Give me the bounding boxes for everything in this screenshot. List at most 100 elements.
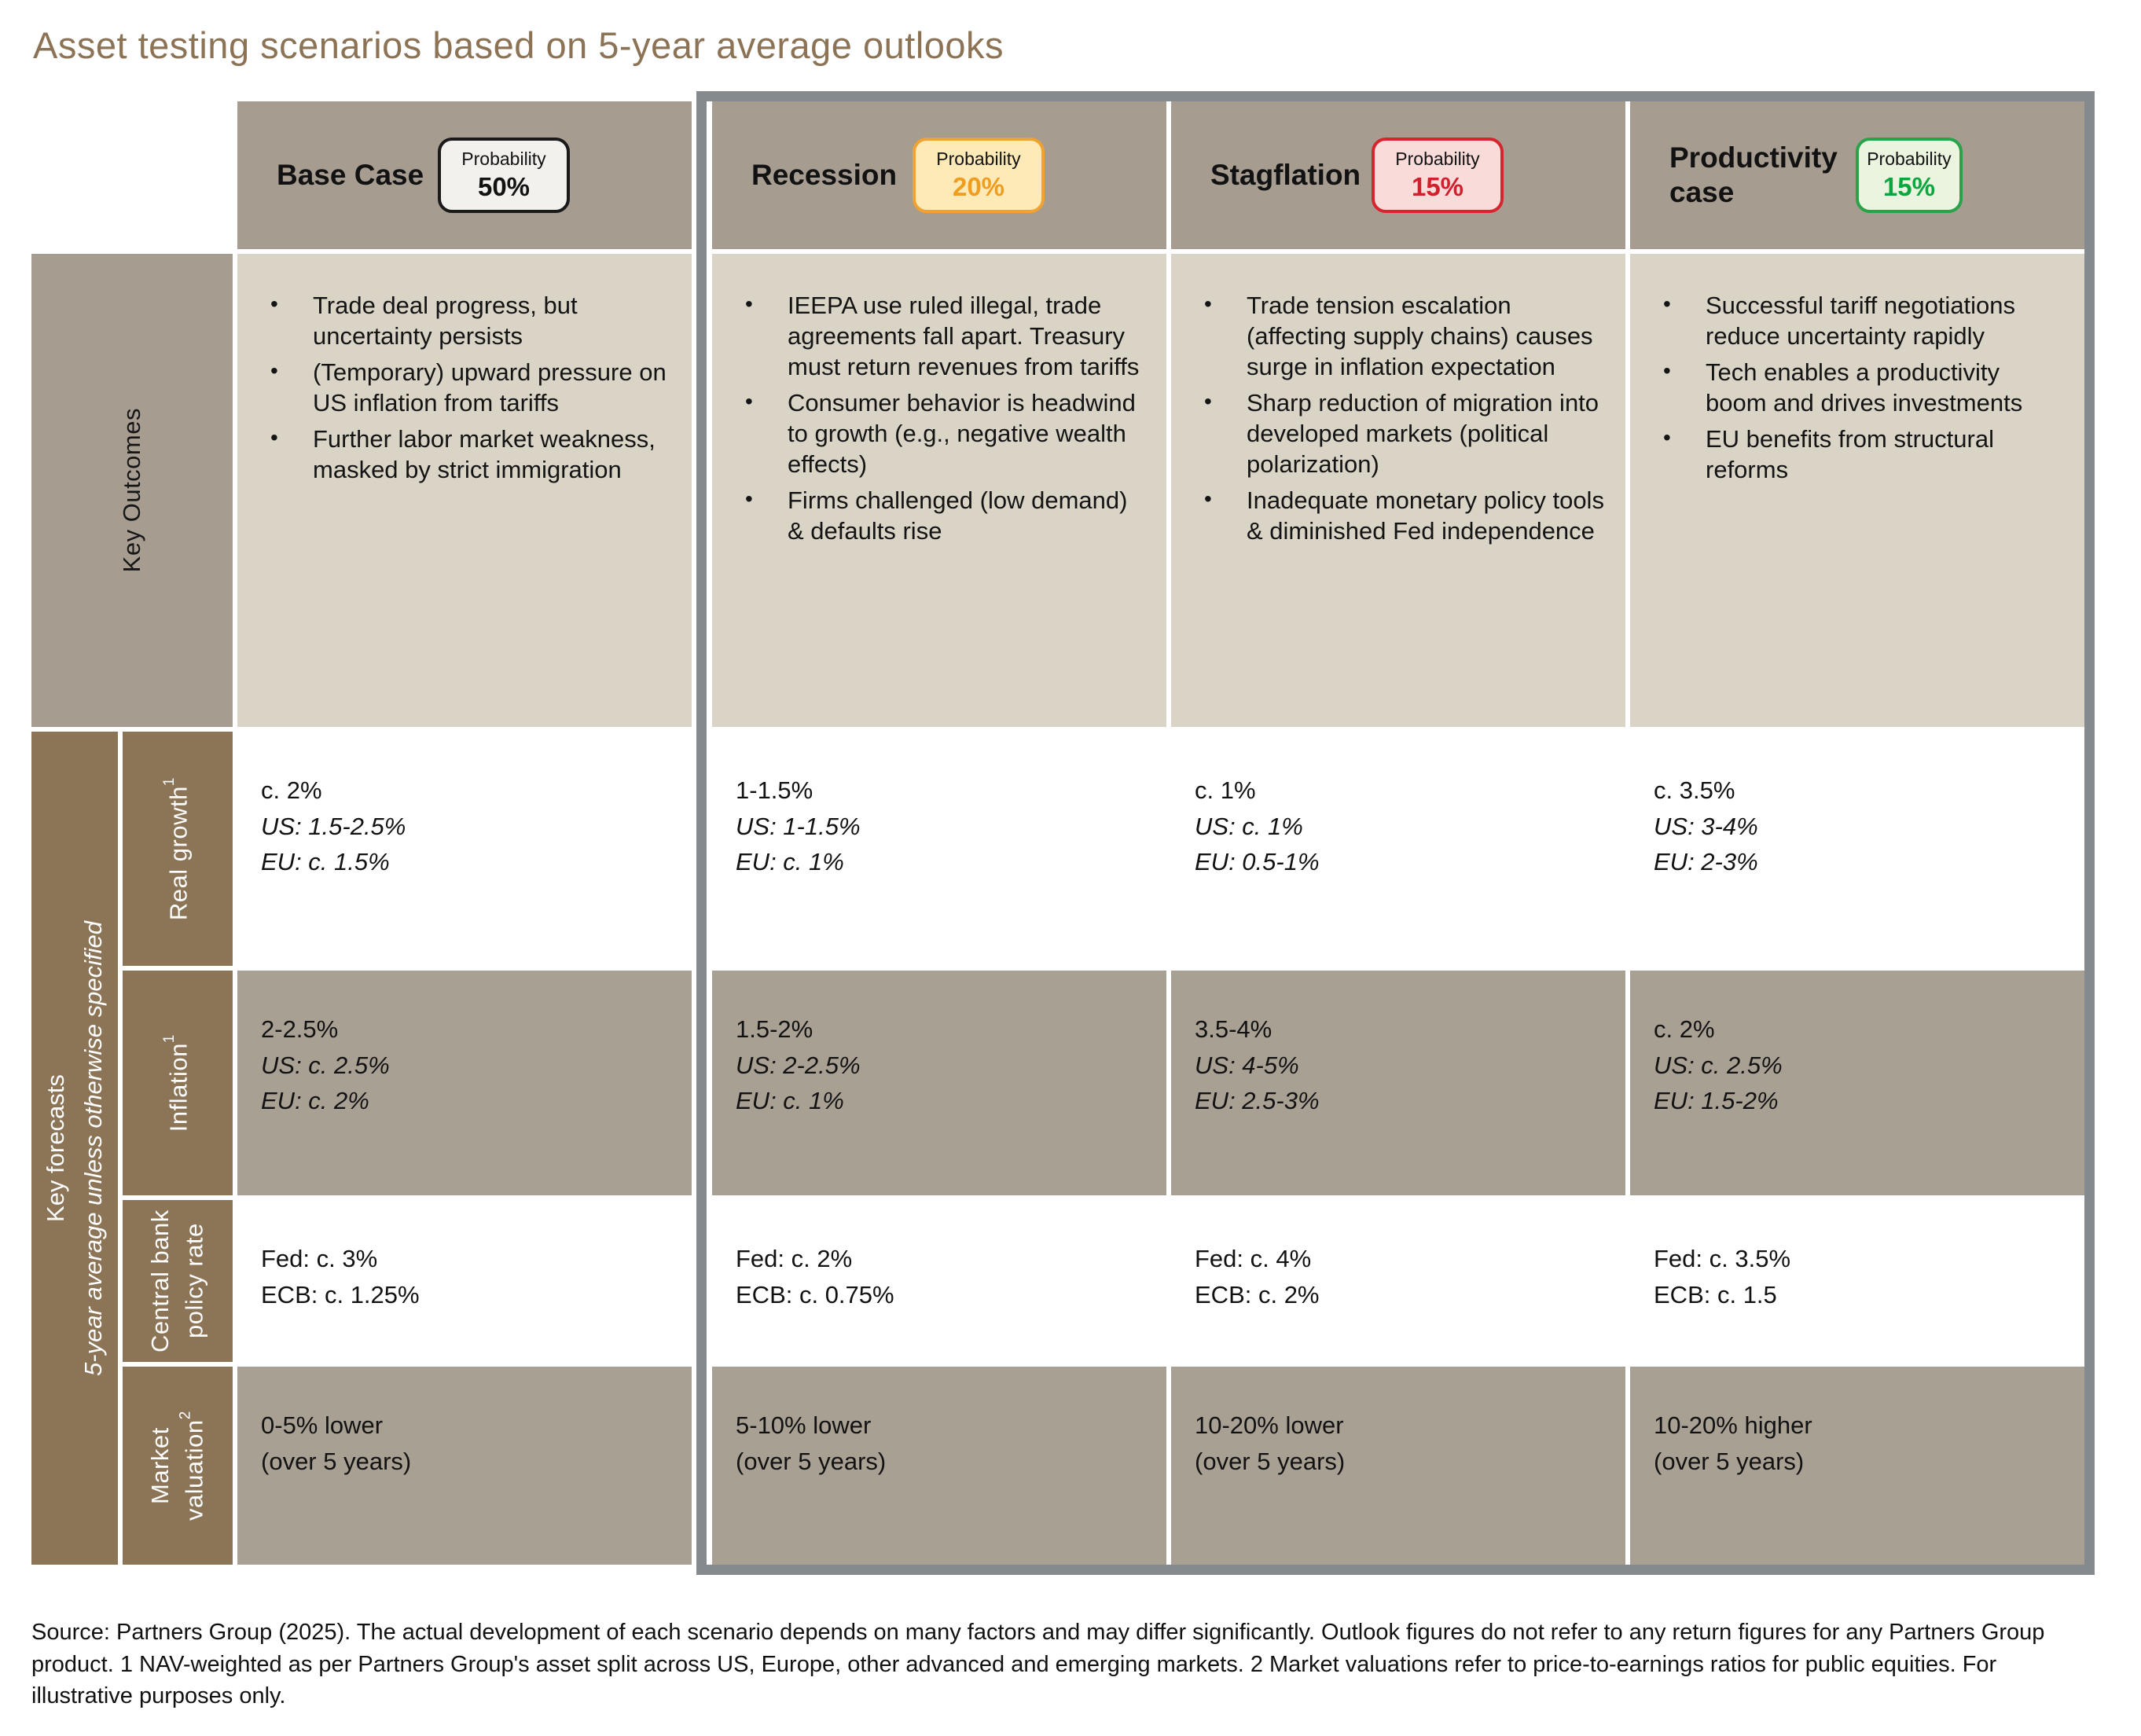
probability-label: Probability (461, 148, 546, 169)
outcomes-cell-stagflation: Trade tension escalation (affecting supp… (1171, 254, 1625, 727)
probability-badge-base-case: Probability 50% (438, 138, 570, 213)
forecast-us: US: 2-2.5% (736, 1051, 861, 1079)
central-bank-policy-rate-label: Central bank policy rate (145, 1200, 211, 1362)
forecast-eu: EU: c. 1% (736, 1087, 844, 1115)
inflation-cell-productivity-case: c. 2% US: c. 2.5% EU: 1.5-2% (1630, 971, 2084, 1195)
outcome-item: Further labor market weakness, masked by… (252, 424, 673, 485)
ecb-rate: ECB: c. 2% (1195, 1280, 1320, 1308)
row-label-footnote-mark: 1 (161, 776, 178, 787)
valuation-horizon: (over 5 years) (261, 1447, 412, 1475)
policy-rate-cell-base-case: Fed: c. 3% ECB: c. 1.25% (237, 1200, 692, 1362)
row-header-central-bank-policy-rate: Central bank policy rate (123, 1200, 233, 1362)
ecb-rate: ECB: c. 1.25% (261, 1280, 420, 1308)
outcome-item: Inadequate monetary policy tools & dimin… (1185, 485, 1607, 546)
row-header-key-outcomes: Key Outcomes (31, 254, 233, 727)
policy-rate-cell-recession: Fed: c. 2% ECB: c. 0.75% (712, 1200, 1166, 1362)
key-outcomes-label: Key Outcomes (117, 408, 145, 573)
forecast-headline: c. 1% (1195, 776, 1256, 804)
fed-rate: Fed: c. 3% (261, 1245, 378, 1272)
scenario-header-productivity-case: Productivity case Probability 15% (1630, 101, 2084, 249)
market-valuation-label: Market valuation2 (145, 1378, 211, 1554)
row-label-text: Real growth (164, 786, 193, 921)
real-growth-label: Real growth1 (160, 777, 195, 920)
probability-badge-recession: Probability 20% (913, 138, 1045, 213)
valuation-cell-base-case: 0-5% lower (over 5 years) (237, 1367, 692, 1565)
forecast-us: US: c. 2.5% (261, 1051, 390, 1079)
valuation-horizon: (over 5 years) (736, 1447, 887, 1475)
outcomes-list: IEEPA use ruled illegal, trade agreement… (726, 290, 1148, 546)
outcome-item: IEEPA use ruled illegal, trade agreement… (726, 290, 1148, 382)
forecast-headline: 1-1.5% (736, 776, 813, 804)
scenario-header-stagflation: Stagflation Probability 15% (1171, 101, 1625, 249)
valuation-horizon: (over 5 years) (1654, 1447, 1805, 1475)
outcome-item: Tech enables a productivity boom and dri… (1644, 357, 2066, 418)
page-title: Asset testing scenarios based on 5-year … (33, 24, 1004, 66)
outcomes-cell-recession: IEEPA use ruled illegal, trade agreement… (712, 254, 1166, 727)
forecast-us: US: c. 1% (1195, 812, 1303, 840)
outcomes-list: Trade tension escalation (affecting supp… (1185, 290, 1607, 546)
inflation-cell-recession: 1.5-2% US: 2-2.5% EU: c. 1% (712, 971, 1166, 1195)
ecb-rate: ECB: c. 0.75% (736, 1280, 894, 1308)
valuation-change: 0-5% lower (261, 1411, 384, 1439)
probability-value: 15% (1882, 172, 1935, 202)
outcomes-cell-productivity-case: Successful tariff negotiations reduce un… (1630, 254, 2084, 727)
inflation-cell-stagflation: 3.5-4% US: 4-5% EU: 2.5-3% (1171, 971, 1625, 1195)
outcomes-list: Successful tariff negotiations reduce un… (1644, 290, 2066, 485)
probability-label: Probability (1867, 148, 1952, 169)
policy-rate-cell-productivity-case: Fed: c. 3.5% ECB: c. 1.5 (1630, 1200, 2084, 1362)
key-forecasts-note: 5-year average unless otherwise specifie… (79, 920, 107, 1376)
forecast-eu: EU: c. 2% (261, 1087, 369, 1115)
probability-label: Probability (936, 148, 1021, 169)
valuation-cell-recession: 5-10% lower (over 5 years) (712, 1367, 1166, 1565)
outcome-item: Consumer behavior is headwind to growth … (726, 387, 1148, 479)
forecast-headline: c. 3.5% (1654, 776, 1735, 804)
probability-badge-productivity-case: Probability 15% (1855, 138, 1963, 213)
probability-value: 50% (477, 172, 531, 202)
forecast-eu: EU: c. 1.5% (261, 848, 390, 876)
scenario-name: Recession (751, 159, 898, 192)
row-label-text: Market valuation (146, 1419, 208, 1521)
valuation-horizon: (over 5 years) (1195, 1447, 1346, 1475)
valuation-change: 10-20% lower (1195, 1411, 1344, 1439)
key-forecasts-label: Key forecasts 5-year average unless othe… (37, 921, 112, 1376)
real-growth-cell-productivity-case: c. 3.5% US: 3-4% EU: 2-3% (1630, 732, 2084, 966)
outcome-item: Trade deal progress, but uncertainty per… (252, 290, 673, 351)
probability-label: Probability (1395, 148, 1480, 169)
fed-rate: Fed: c. 2% (736, 1245, 853, 1272)
valuation-cell-productivity-case: 10-20% higher (over 5 years) (1630, 1367, 2084, 1565)
forecast-eu: EU: c. 1% (736, 848, 844, 876)
scenario-name: Base Case (277, 159, 424, 192)
policy-rate-cell-stagflation: Fed: c. 4% ECB: c. 2% (1171, 1200, 1625, 1362)
outcomes-list: Trade deal progress, but uncertainty per… (252, 290, 673, 485)
outcome-item: Firms challenged (low demand) & defaults… (726, 485, 1148, 546)
forecast-eu: EU: 2.5-3% (1195, 1087, 1320, 1115)
inflation-label: Inflation1 (160, 1034, 195, 1132)
real-growth-cell-base-case: c. 2% US: 1.5-2.5% EU: c. 1.5% (237, 732, 692, 966)
outcome-item: Trade tension escalation (affecting supp… (1185, 290, 1607, 382)
fed-rate: Fed: c. 4% (1195, 1245, 1312, 1272)
row-header-market-valuation: Market valuation2 (123, 1367, 233, 1565)
row-label-footnote-mark: 2 (177, 1411, 194, 1420)
forecast-headline: 1.5-2% (736, 1015, 813, 1043)
forecast-headline: c. 2% (1654, 1015, 1715, 1043)
row-label-text: Central bank policy rate (146, 1209, 208, 1352)
probability-value: 15% (1411, 172, 1464, 202)
forecast-us: US: 1-1.5% (736, 812, 861, 840)
valuation-change: 5-10% lower (736, 1411, 872, 1439)
outcome-item: Successful tariff negotiations reduce un… (1644, 290, 2066, 351)
forecast-us: US: 3-4% (1654, 812, 1758, 840)
ecb-rate: ECB: c. 1.5 (1654, 1280, 1777, 1308)
real-growth-cell-recession: 1-1.5% US: 1-1.5% EU: c. 1% (712, 732, 1166, 966)
probability-badge-stagflation: Probability 15% (1372, 138, 1504, 213)
forecast-headline: c. 2% (261, 776, 322, 804)
outcome-item: (Temporary) upward pressure on US inflat… (252, 357, 673, 418)
row-label-footnote-mark: 1 (161, 1033, 178, 1044)
row-label-text: Inflation (164, 1043, 193, 1132)
row-header-inflation: Inflation1 (123, 971, 233, 1195)
outcome-item: Sharp reduction of migration into develo… (1185, 387, 1607, 479)
scenario-name: Productivity case (1669, 141, 1838, 208)
forecast-us: US: 4-5% (1195, 1051, 1299, 1079)
scenario-name: Stagflation (1210, 159, 1361, 192)
forecast-eu: EU: 1.5-2% (1654, 1087, 1779, 1115)
forecast-headline: 3.5-4% (1195, 1015, 1272, 1043)
